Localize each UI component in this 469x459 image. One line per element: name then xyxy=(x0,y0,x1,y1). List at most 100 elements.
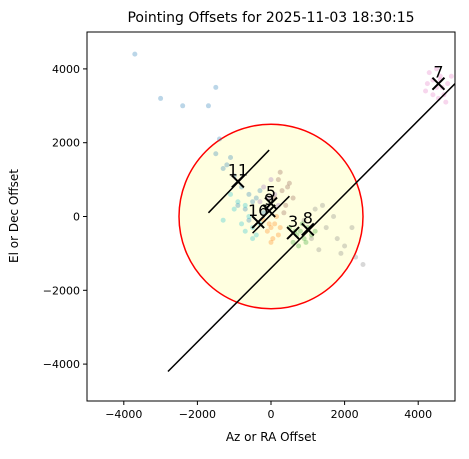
data-point xyxy=(220,217,226,223)
data-point xyxy=(228,191,234,197)
data-point xyxy=(360,261,366,267)
y-axis-label: El or Dec Offset xyxy=(7,169,21,263)
data-point xyxy=(426,70,432,76)
center-marker xyxy=(431,76,446,91)
data-point xyxy=(228,154,234,160)
data-point xyxy=(301,217,307,223)
data-point xyxy=(448,73,454,79)
reference-circle xyxy=(178,123,364,310)
data-point xyxy=(443,99,449,105)
axes: −4000 −2000 0 2000 4000 −4000 −2000 0 2000 4000 xyxy=(43,31,456,421)
data-point xyxy=(297,228,303,234)
data-point xyxy=(303,239,309,245)
data-point xyxy=(272,221,278,227)
data-point xyxy=(290,195,296,201)
x-tick-label: −4000 xyxy=(105,408,142,421)
data-point xyxy=(301,236,307,242)
center-marker xyxy=(251,215,265,229)
data-point xyxy=(261,184,267,190)
data-point xyxy=(312,206,318,212)
data-point xyxy=(424,81,430,87)
data-point xyxy=(353,254,359,260)
data-point xyxy=(242,206,248,212)
data-point xyxy=(250,199,256,205)
data-point xyxy=(257,188,263,194)
data-point xyxy=(437,73,443,79)
annotation-label: 8 xyxy=(303,208,313,227)
data-point xyxy=(342,243,348,249)
data-point xyxy=(274,214,280,219)
data-point xyxy=(281,210,287,216)
data-point xyxy=(213,84,219,90)
data-point xyxy=(275,177,281,183)
data-point xyxy=(246,217,252,223)
x-tick-label: 4000 xyxy=(404,408,432,421)
data-point xyxy=(277,169,283,175)
data-point xyxy=(434,66,440,72)
annotation-label: 7 xyxy=(433,63,443,82)
data-point xyxy=(445,81,451,87)
fit-line xyxy=(252,195,290,234)
x-tick-label: 2000 xyxy=(331,408,359,421)
center-marker xyxy=(231,174,245,189)
data-point xyxy=(320,202,326,208)
center-marker xyxy=(262,204,276,218)
data-point xyxy=(180,103,186,109)
data-point xyxy=(224,162,230,168)
y-tick-label: 2000 xyxy=(52,137,80,150)
center-marker xyxy=(301,222,315,237)
data-point xyxy=(257,199,263,205)
data-point xyxy=(242,202,248,208)
data-point xyxy=(268,239,274,245)
data-point xyxy=(205,103,211,109)
data-point xyxy=(286,180,292,186)
data-point xyxy=(275,232,281,238)
annotation-label: 16 xyxy=(248,201,268,220)
data-point xyxy=(242,228,248,234)
y-tick-label: 4000 xyxy=(52,63,80,76)
data-point xyxy=(231,206,237,212)
data-point xyxy=(272,191,278,197)
data-point xyxy=(277,225,283,231)
data-point xyxy=(246,191,252,197)
fit-line xyxy=(167,83,455,373)
data-point xyxy=(296,243,302,249)
data-point xyxy=(268,225,274,231)
data-point xyxy=(268,177,274,183)
annotation-label: 9 xyxy=(264,190,274,209)
annotation-label: 11 xyxy=(228,160,248,179)
data-point xyxy=(430,92,436,98)
data-point xyxy=(270,236,276,242)
data-point xyxy=(331,214,337,219)
data-point xyxy=(283,202,289,208)
data-point xyxy=(308,236,314,242)
y-tick-label: −2000 xyxy=(43,284,80,297)
data-point xyxy=(312,228,318,234)
data-point xyxy=(253,195,259,201)
data-point xyxy=(316,247,322,253)
data-point xyxy=(266,221,272,227)
data-point xyxy=(285,184,291,190)
x-tick-label: 0 xyxy=(268,408,275,421)
data-point xyxy=(423,88,429,94)
annotation-label: 3 xyxy=(288,212,298,231)
data-point xyxy=(290,239,296,245)
data-point xyxy=(220,166,226,172)
data-point xyxy=(264,228,270,234)
data-point xyxy=(349,225,355,231)
chart-title: Pointing Offsets for 2025-11-03 18:30:15 xyxy=(127,10,414,26)
center-marker xyxy=(286,226,300,240)
data-point xyxy=(253,232,259,238)
x-tick-label: −2000 xyxy=(179,408,216,421)
data-point xyxy=(279,188,285,194)
data-point xyxy=(216,136,222,142)
y-tick-label: 0 xyxy=(73,211,80,224)
y-tick-label: −4000 xyxy=(43,358,80,371)
data-point xyxy=(334,236,340,242)
data-point xyxy=(250,236,256,242)
data-point xyxy=(323,225,329,231)
data-point xyxy=(132,51,138,57)
data-point xyxy=(235,199,241,205)
annotation-label: 5 xyxy=(266,183,276,202)
